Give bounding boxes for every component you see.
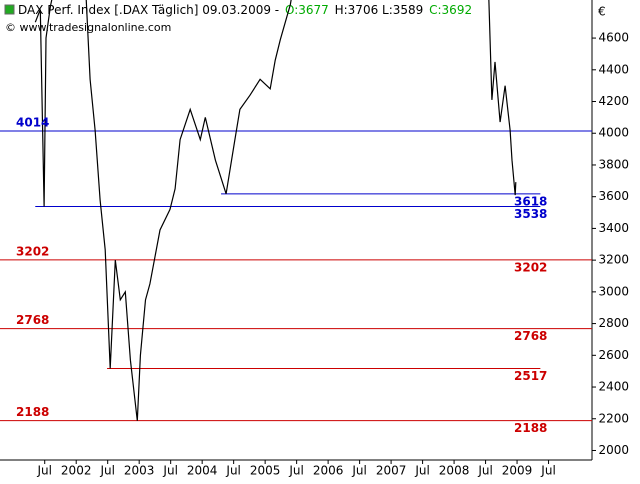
price-line: [34, 0, 517, 421]
y-tick-label: 2800: [598, 316, 629, 330]
x-tick-label: 2008: [439, 464, 470, 478]
x-tick-label: 2007: [376, 464, 407, 478]
high-low: H:3706 L:3589: [335, 3, 424, 17]
icon: [4, 4, 15, 15]
level-label: 3202: [16, 244, 49, 258]
y-tick-label: 3600: [598, 189, 629, 203]
level-label: 3538: [514, 207, 547, 221]
header-title: DAX Perf. Index [.DAX Täglich] 09.03.200…: [18, 3, 279, 17]
level-label: 2768: [514, 329, 547, 343]
x-tick-label: 2004: [187, 464, 218, 478]
currency: €: [598, 5, 606, 19]
plot: [0, 0, 592, 422]
y-tick-label: 2600: [598, 348, 629, 362]
y-tick-label: 3000: [598, 284, 629, 298]
y-tick-label: 4600: [598, 31, 629, 45]
level-label: 2768: [16, 313, 49, 327]
level-label: 3202: [514, 260, 547, 274]
x-tick-label: Jul: [162, 464, 177, 478]
y-tick-label: 4200: [598, 94, 629, 108]
x-tick-label: Jul: [477, 464, 492, 478]
y-tick-label: 3800: [598, 157, 629, 171]
header: DAX Perf. Index [.DAX Täglich] 09.03.200…: [18, 3, 472, 17]
x-tick-label: 2005: [250, 464, 281, 478]
y-tick-label: 3400: [598, 221, 629, 235]
x-tick-label: Jul: [288, 464, 303, 478]
x-tick-label: Jul: [225, 464, 240, 478]
level-label: 3618: [514, 194, 547, 208]
y-tick-label: 2200: [598, 411, 629, 425]
level-label: 4014: [16, 116, 49, 130]
level-label: 2188: [514, 421, 547, 435]
y-tick-label: 4400: [598, 62, 629, 76]
x-tick-label: Jul: [36, 464, 51, 478]
y-tick-label: 4000: [598, 126, 629, 140]
y-tick-label: 3200: [598, 253, 629, 267]
close: C:3692: [429, 3, 472, 17]
level-label: 2517: [514, 369, 547, 383]
x-tick-label: 2006: [313, 464, 344, 478]
y-tick-label: 2400: [598, 380, 629, 394]
x-tick-label: Jul: [540, 464, 555, 478]
x-tick-label: Jul: [414, 464, 429, 478]
x-tick-label: Jul: [351, 464, 366, 478]
open: O:3677: [285, 3, 329, 17]
x-tick-label: 2009: [502, 464, 533, 478]
x-tick-label: Jul: [99, 464, 114, 478]
level-label: 2188: [16, 405, 49, 419]
y-tick-label: 2000: [598, 443, 629, 457]
x-tick-label: 2003: [124, 464, 155, 478]
x-tick-label: 2002: [61, 464, 92, 478]
